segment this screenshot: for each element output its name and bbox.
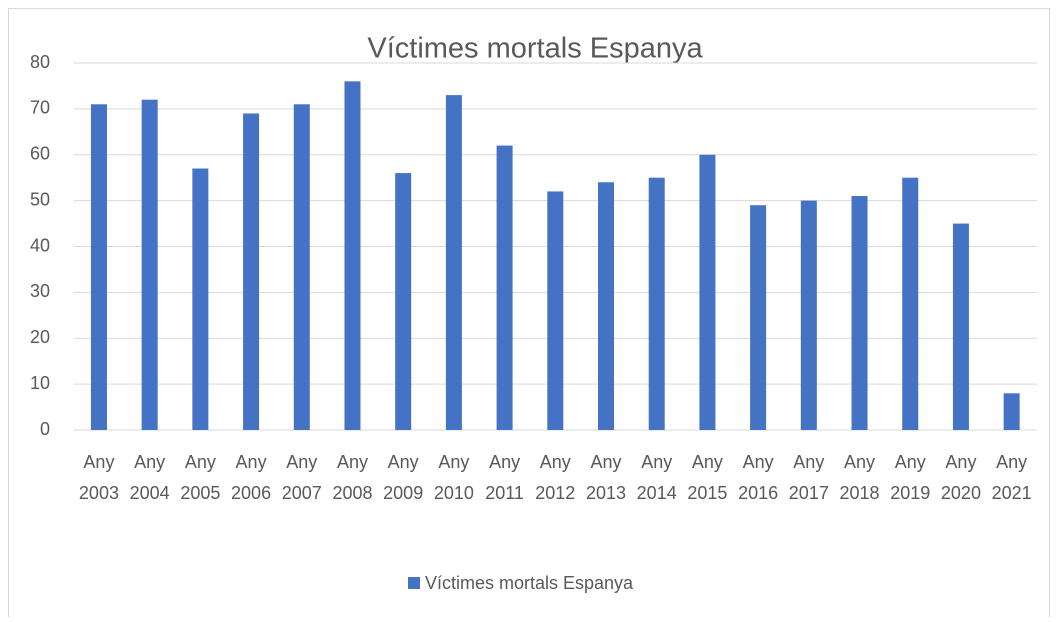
y-tick-label: 10 [30, 373, 50, 393]
bar [243, 113, 260, 431]
legend-swatch [408, 577, 420, 589]
x-tick-label: Any 2007 [282, 452, 322, 503]
x-tick-label: Any 2003 [79, 452, 119, 503]
bar [902, 177, 919, 430]
bar [445, 95, 462, 431]
bar [547, 191, 564, 430]
x-tick-label: Any 2012 [535, 452, 575, 503]
x-tick-label: Any 2010 [434, 452, 474, 503]
bar [952, 223, 969, 430]
y-tick-label: 30 [30, 281, 50, 301]
bar [395, 173, 412, 430]
x-tick-label: Any 2019 [890, 452, 930, 503]
x-tick-label: Any 2021 [992, 452, 1032, 503]
y-tick-label: 80 [30, 52, 50, 72]
x-tick-label: Any 2004 [130, 452, 170, 503]
bar [851, 196, 868, 430]
bar [598, 182, 615, 430]
bar [1003, 393, 1020, 430]
y-tick-label: 20 [30, 327, 50, 347]
bar [648, 177, 665, 430]
x-tick-label: Any 2017 [789, 452, 829, 503]
x-tick-label: Any 2013 [586, 452, 626, 503]
x-tick-label: Any 2015 [687, 452, 727, 503]
bar [496, 145, 513, 430]
x-tick-label: Any 2016 [738, 452, 778, 503]
x-tick-label: Any 2009 [383, 452, 423, 503]
bar [344, 81, 361, 430]
bar [800, 200, 817, 430]
bar [90, 104, 107, 430]
bar [293, 104, 310, 430]
x-tick-label: Any 2014 [637, 452, 677, 503]
chart-title: Víctimes mortals Espanya [367, 33, 703, 65]
y-tick-label: 40 [30, 235, 50, 255]
chart-frame [8, 8, 1050, 622]
x-tick-label: Any 2020 [941, 452, 981, 503]
x-tick-label: Any 2006 [231, 452, 271, 503]
bar [699, 154, 716, 430]
x-tick-label: Any 2011 [485, 452, 524, 503]
bar [750, 205, 767, 430]
bar [141, 99, 158, 430]
x-tick-label: Any 2018 [840, 452, 880, 503]
y-tick-label: 70 [30, 98, 50, 118]
y-tick-label: 0 [40, 419, 50, 439]
legend-label: Víctimes mortals Espanya [425, 573, 634, 593]
x-tick-label: Any 2008 [332, 452, 372, 503]
y-tick-label: 60 [30, 144, 50, 164]
x-tick-label: Any 2005 [180, 452, 220, 503]
bar [192, 168, 209, 430]
y-tick-label: 50 [30, 189, 50, 209]
